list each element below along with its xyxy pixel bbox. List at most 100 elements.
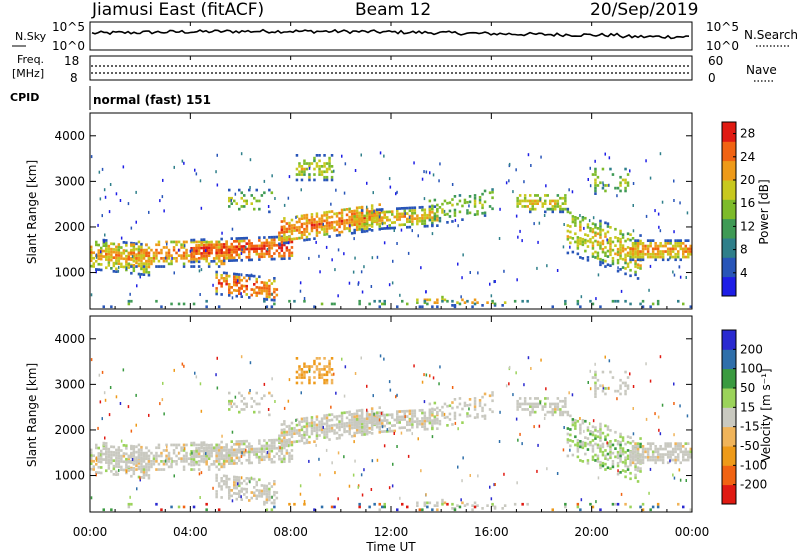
velocity-cell (125, 452, 128, 456)
velocity-cell (137, 454, 141, 458)
power-colorbar-tick-label: 24 (740, 150, 755, 164)
velocity-cell (594, 376, 597, 379)
velocity-cell (388, 427, 391, 430)
velocity-cell (110, 453, 113, 457)
velocity-cell (656, 453, 660, 456)
velocity-cell (673, 433, 675, 437)
velocity-cell (661, 461, 665, 465)
velocity-cell (399, 496, 401, 500)
power-cell (95, 255, 98, 259)
velocity-cell (104, 398, 107, 402)
velocity-cell (473, 505, 477, 509)
velocity-cell (641, 458, 645, 462)
nsky-tick-top: 10^5 (52, 20, 85, 34)
power-cell (584, 216, 587, 220)
velocity-cell (516, 399, 519, 403)
power-cell (393, 215, 396, 219)
power-cell (130, 299, 133, 303)
power-cell (283, 219, 286, 223)
y-tick-label: 2000 (54, 220, 85, 234)
velocity-cell (228, 488, 231, 492)
power-cell (379, 151, 382, 155)
power-cell (448, 201, 452, 205)
power-cell (258, 286, 261, 289)
power-cell (330, 165, 334, 168)
velocity-cell (192, 455, 196, 459)
power-cell (270, 305, 274, 309)
power-cell (298, 162, 301, 165)
velocity-cell (230, 401, 232, 405)
velocity-cell (370, 419, 374, 423)
power-cell (290, 218, 294, 222)
velocity-cell (190, 463, 193, 467)
velocity-cell (378, 428, 381, 431)
velocity-cell (97, 452, 100, 455)
velocity-cell (323, 427, 326, 431)
power-cell (559, 207, 562, 211)
power-cell (624, 239, 627, 243)
velocity-cell (268, 495, 271, 499)
power-cell (634, 239, 637, 242)
velocity-cell (293, 426, 296, 430)
velocity-cell (165, 449, 168, 452)
power-cell (334, 268, 336, 272)
velocity-cell (388, 413, 391, 417)
velocity-cell (217, 508, 221, 512)
power-cell (586, 223, 590, 226)
power-cell (360, 230, 364, 234)
velocity-cell (408, 423, 412, 426)
power-cell (641, 255, 645, 259)
power-cell (288, 248, 291, 252)
power-cell (97, 268, 100, 271)
power-cell (654, 258, 657, 262)
velocity-cell (343, 422, 346, 425)
power-cell (343, 219, 346, 222)
velocity-cell (197, 443, 201, 447)
power-cell (614, 299, 617, 303)
power-cell (581, 216, 585, 219)
power-cell (559, 196, 562, 200)
velocity-cell (200, 457, 203, 461)
velocity-cell (589, 387, 592, 391)
velocity-cell (574, 421, 577, 425)
nave-tick-top: 60 (708, 54, 723, 68)
velocity-cell (629, 458, 632, 462)
velocity-cell (481, 395, 484, 399)
power-cell (273, 235, 276, 239)
power-cell (609, 242, 612, 246)
power-cell (230, 237, 233, 240)
power-cell (639, 267, 642, 270)
power-cell (338, 233, 341, 237)
power-cell (391, 226, 394, 230)
velocity-cell (488, 394, 492, 398)
velocity-cell (599, 428, 602, 431)
velocity-cell (255, 483, 258, 487)
velocity-cell (260, 444, 264, 448)
power-cell (619, 232, 622, 236)
power-cell (569, 230, 572, 234)
power-cell (526, 205, 529, 208)
power-cell (233, 272, 236, 276)
power-cell (313, 220, 316, 224)
power-cell (137, 240, 141, 244)
velocity-cell (468, 407, 470, 411)
power-cell (386, 227, 389, 230)
power-cell (145, 265, 148, 268)
velocity-cell (255, 402, 258, 406)
power-cell (501, 304, 504, 307)
power-cell (488, 205, 492, 208)
power-cell (335, 234, 339, 237)
velocity-cell (110, 508, 113, 512)
velocity-cell (365, 410, 369, 414)
power-cell (300, 173, 304, 176)
power-cell (330, 221, 334, 224)
velocity-cell (624, 464, 627, 468)
power-cell (299, 289, 302, 293)
velocity-cell (606, 452, 610, 456)
power-cell (215, 287, 218, 290)
velocity-cell (328, 362, 331, 366)
velocity-cell (624, 450, 627, 454)
power-cell (235, 278, 238, 282)
velocity-cell (466, 414, 469, 418)
velocity-cell (599, 439, 602, 442)
